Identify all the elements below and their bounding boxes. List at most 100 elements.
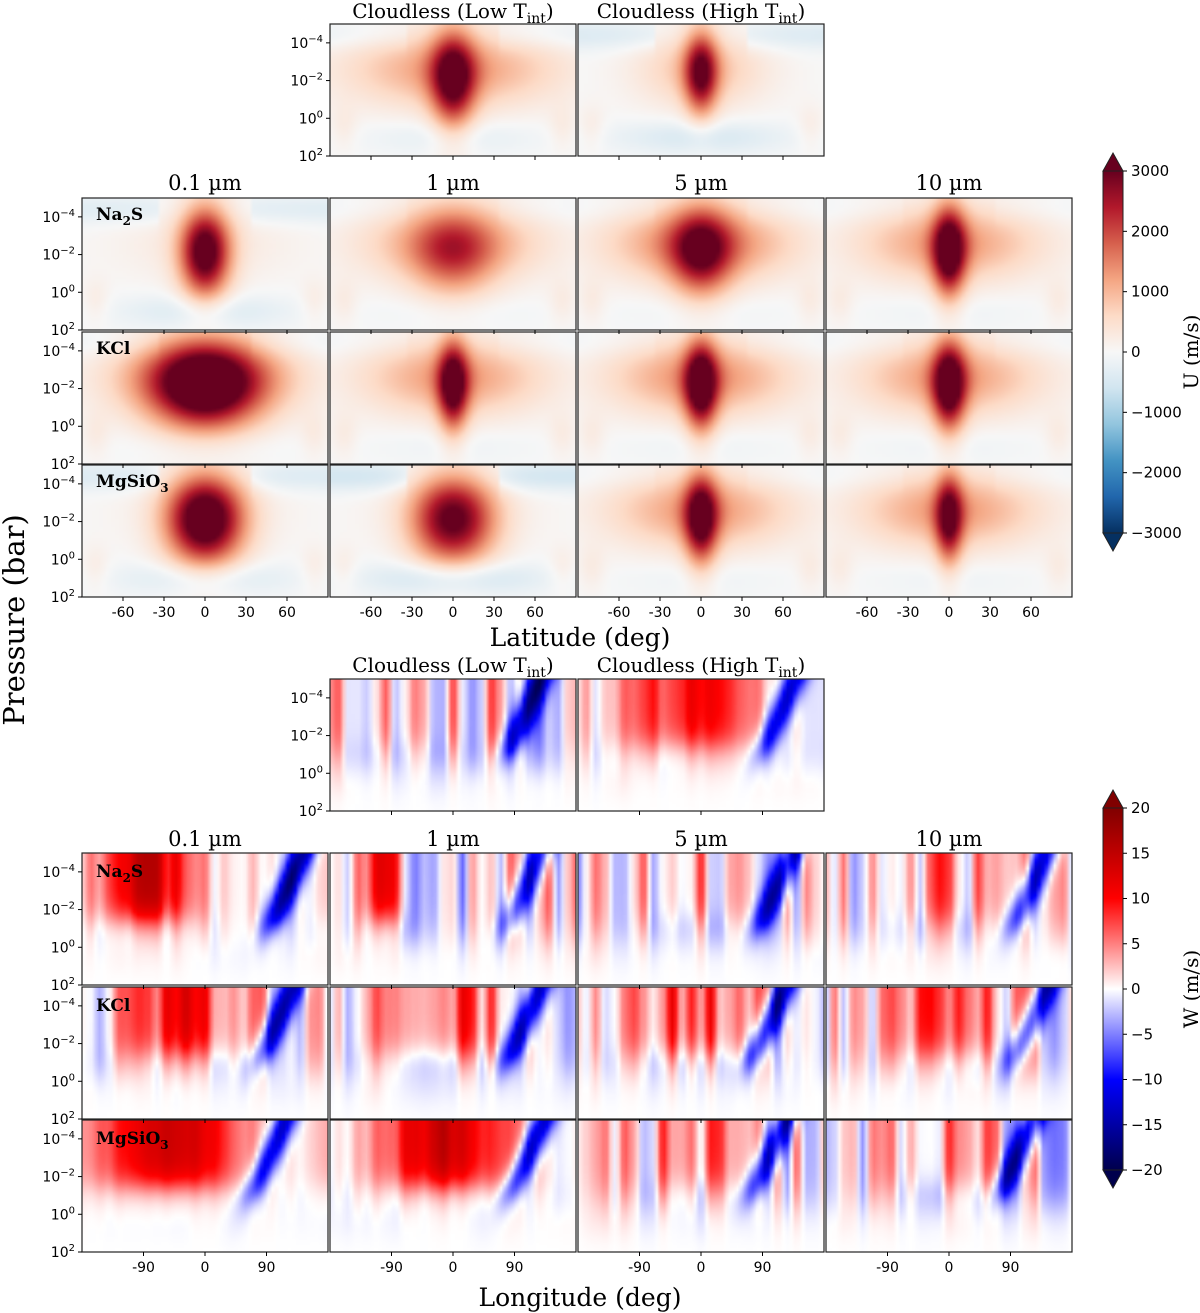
x-tick-label: 0 xyxy=(201,605,210,621)
heatmap-image xyxy=(330,332,576,464)
colorbar-extend-max xyxy=(1102,151,1124,172)
y-tick-label: 10−4 xyxy=(42,475,75,493)
heatmap-image xyxy=(82,1120,328,1252)
x-tick-label: 0 xyxy=(449,1260,458,1276)
panel-title: Cloudless (High Tint) xyxy=(597,653,806,681)
column-title: 10 µm xyxy=(916,827,983,851)
heatmap-image xyxy=(826,1120,1072,1252)
x-tick-label: 0 xyxy=(449,605,458,621)
x-tick-label: 90 xyxy=(506,1260,524,1276)
y-tick-label: 102 xyxy=(299,147,323,165)
row-label: KCl xyxy=(96,339,131,359)
y-tick-label: 10−2 xyxy=(42,246,75,264)
y-tick-label: 10−4 xyxy=(42,863,75,881)
w-grid-panel xyxy=(577,1119,825,1253)
heatmap-image xyxy=(826,198,1072,330)
heatmap-image xyxy=(330,987,576,1119)
w-grid-panel xyxy=(329,1119,577,1253)
x-tick-label: -30 xyxy=(649,605,672,621)
x-tick-label: 30 xyxy=(237,605,255,621)
heatmap-image xyxy=(578,24,824,156)
heatmap-image xyxy=(82,465,328,597)
colorbar-tick-label: −5 xyxy=(1131,1025,1153,1043)
w-grid-panel xyxy=(81,852,329,986)
colorbar-w: 20 15 10 5 0 −5 −10 −15 −20 W (m/s) xyxy=(1102,788,1200,1190)
x-tick-label: -60 xyxy=(112,605,135,621)
x-tick-label: -30 xyxy=(153,605,176,621)
panels-layer xyxy=(81,23,1073,1253)
w-top-panel xyxy=(577,678,825,812)
colorbar-tick-label: −3000 xyxy=(1131,524,1182,542)
x-tick-label: -30 xyxy=(897,605,920,621)
column-title: 0.1 µm xyxy=(168,171,242,195)
row-label: Na2S xyxy=(96,205,143,228)
row-label: MgSiO3 xyxy=(96,1129,169,1152)
w-grid-panel xyxy=(329,986,577,1120)
w-grid-panel xyxy=(577,986,825,1120)
x-tick-label: 30 xyxy=(981,605,999,621)
y-tick-label: 10−4 xyxy=(42,208,75,226)
u-grid-panel xyxy=(825,197,1073,331)
colorbar-tick-label: 0 xyxy=(1131,343,1141,361)
heatmap-image xyxy=(826,465,1072,597)
row-label: KCl xyxy=(96,996,131,1016)
colorbar-tick-label: 5 xyxy=(1131,935,1141,953)
u-top-panel xyxy=(329,23,577,157)
heatmap-image xyxy=(82,987,328,1119)
x-axis-label-w: Longitude (deg) xyxy=(479,1283,682,1312)
y-tick-label: 102 xyxy=(51,1110,75,1128)
heatmap-image xyxy=(826,987,1072,1119)
y-tick-label: 100 xyxy=(299,109,323,127)
colorbar-label: W (m/s) xyxy=(1179,950,1200,1029)
x-tick-label: 60 xyxy=(774,605,792,621)
w-top-panel xyxy=(329,678,577,812)
column-title: 1 µm xyxy=(426,171,480,195)
heatmap-image xyxy=(826,853,1072,985)
u-grid-panel xyxy=(825,331,1073,465)
u-grid-panel xyxy=(577,464,825,598)
x-tick-label: 90 xyxy=(258,1260,276,1276)
y-tick-label: 10−2 xyxy=(42,1035,75,1053)
panel-title: Cloudless (Low Tint) xyxy=(352,0,553,27)
heatmap-image xyxy=(578,198,824,330)
y-tick-label: 100 xyxy=(51,938,75,956)
heatmap-image xyxy=(330,679,576,811)
y-tick-label: 100 xyxy=(51,283,75,301)
y-tick-label: 102 xyxy=(51,321,75,339)
y-tick-label: 10−4 xyxy=(42,997,75,1015)
heatmap-image xyxy=(826,332,1072,464)
heatmap-image xyxy=(578,1120,824,1252)
u-grid-panel xyxy=(577,331,825,465)
x-tick-label: -90 xyxy=(876,1260,899,1276)
y-axis-label: Pressure (bar) xyxy=(0,514,31,726)
colorbar-tick-label: 20 xyxy=(1131,799,1150,817)
w-grid-panel xyxy=(577,852,825,986)
w-grid-panel xyxy=(825,986,1073,1120)
colorbar-tick-label: −15 xyxy=(1131,1116,1163,1134)
x-tick-label: 0 xyxy=(945,1260,954,1276)
x-tick-label: -90 xyxy=(380,1260,403,1276)
colorbar-tick-label: −20 xyxy=(1131,1161,1163,1179)
x-tick-label: 90 xyxy=(754,1260,772,1276)
y-tick-label: 102 xyxy=(51,1243,75,1261)
y-tick-label: 10−4 xyxy=(290,689,323,707)
y-tick-label: 102 xyxy=(51,588,75,606)
colorbar-tick-label: 3000 xyxy=(1131,162,1169,180)
x-tick-label: 60 xyxy=(278,605,296,621)
colorbar-extend-min xyxy=(1102,532,1124,553)
x-tick-label: 60 xyxy=(1022,605,1040,621)
y-tick-label: 102 xyxy=(51,455,75,473)
u-grid-panel xyxy=(81,197,329,331)
column-title: 0.1 µm xyxy=(168,827,242,851)
x-tick-label: -60 xyxy=(856,605,879,621)
y-tick-label: 102 xyxy=(299,802,323,820)
u-grid-panel xyxy=(329,197,577,331)
colorbar-tick-label: −10 xyxy=(1131,1071,1163,1089)
y-tick-label: 10−4 xyxy=(42,1130,75,1148)
heatmap-image xyxy=(82,198,328,330)
colorbar-tick-label: 10 xyxy=(1131,890,1150,908)
column-title: 1 µm xyxy=(426,827,480,851)
u-grid-panel xyxy=(329,331,577,465)
colorbar-body xyxy=(1102,170,1124,534)
